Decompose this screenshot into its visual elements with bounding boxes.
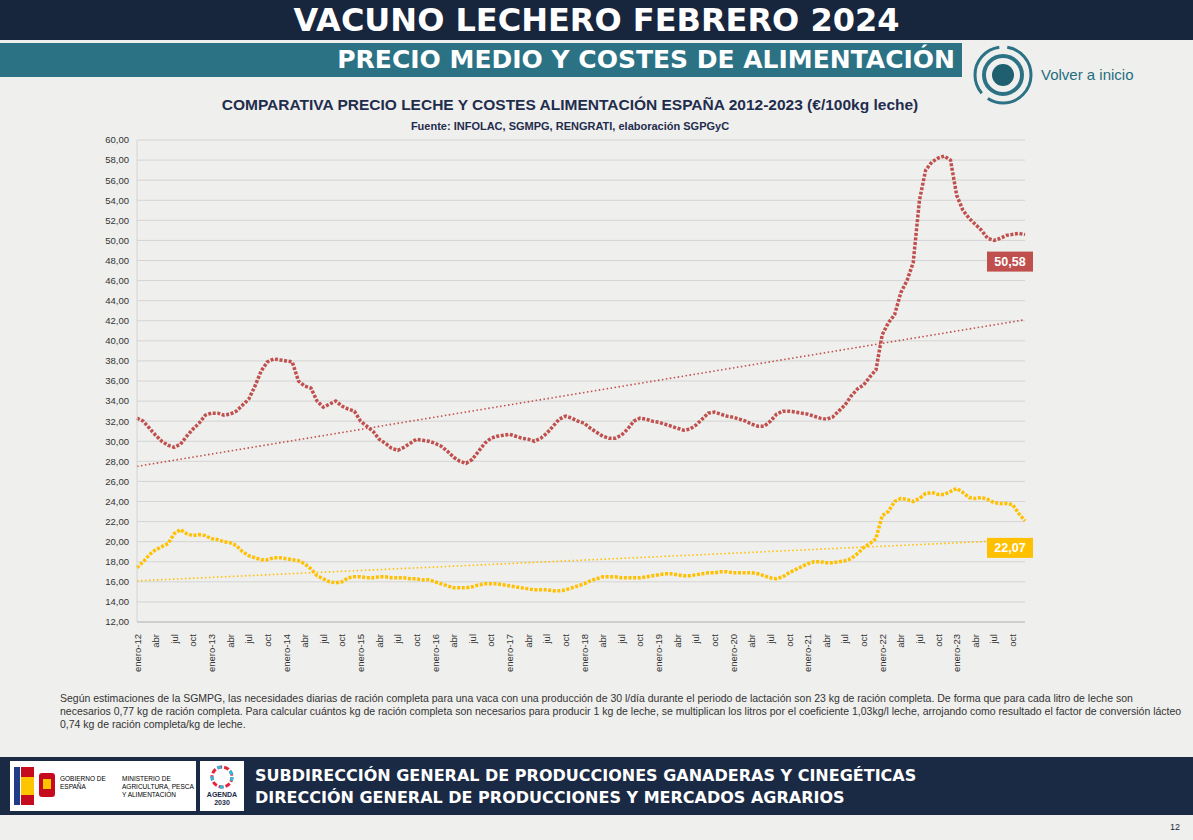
svg-text:jul: jul	[839, 634, 850, 645]
svg-text:oct: oct	[858, 634, 869, 647]
svg-text:oct: oct	[784, 634, 795, 647]
svg-text:50,00: 50,00	[105, 235, 129, 246]
svg-text:enero-20: enero-20	[728, 634, 739, 672]
html-text:GOBIERNO DE ESPAÑA: GOBIERNO DE ESPAÑA	[60, 775, 106, 790]
svg-text:52,00: 52,00	[105, 215, 129, 226]
svg-text:jul: jul	[467, 634, 478, 645]
svg-text:jul: jul	[765, 634, 776, 645]
svg-text:60,00: 60,00	[105, 134, 129, 145]
svg-text:32,00: 32,00	[105, 416, 129, 427]
svg-text:enero-18: enero-18	[579, 634, 590, 672]
svg-text:abr: abr	[746, 634, 757, 648]
svg-text:46,00: 46,00	[105, 275, 129, 286]
svg-text:oct: oct	[485, 634, 496, 647]
svg-text:oct: oct	[262, 634, 273, 647]
svg-text:jul: jul	[318, 634, 329, 645]
svg-text:jul: jul	[988, 634, 999, 645]
svg-text:oct: oct	[1007, 634, 1018, 647]
svg-text:abr: abr	[970, 634, 981, 648]
svg-text:24,00: 24,00	[105, 496, 129, 507]
svg-text:oct: oct	[933, 634, 944, 647]
svg-text:abr: abr	[821, 634, 832, 648]
svg-text:jul: jul	[169, 634, 180, 645]
svg-text:36,00: 36,00	[105, 375, 129, 386]
svg-text:jul: jul	[392, 634, 403, 645]
svg-text:oct: oct	[187, 634, 198, 647]
svg-text:jul: jul	[243, 634, 254, 645]
svg-text:abr: abr	[374, 634, 385, 648]
html-text:Volver a inicio: Volver a inicio	[1041, 66, 1134, 83]
svg-text:28,00: 28,00	[105, 456, 129, 467]
svg-text:oct: oct	[634, 634, 645, 647]
svg-text:oct: oct	[560, 634, 571, 647]
svg-text:oct: oct	[709, 634, 720, 647]
svg-text:jul: jul	[616, 634, 627, 645]
html-text:DIRECCIÓN GENERAL DE PRODUCCIO: DIRECCIÓN GENERAL DE PRODUCCIONES Y MERC…	[255, 788, 845, 807]
svg-text:58,00: 58,00	[105, 154, 129, 165]
svg-text:26,00: 26,00	[105, 476, 129, 487]
svg-text:enero-12: enero-12	[132, 634, 143, 672]
svg-text:40,00: 40,00	[105, 335, 129, 346]
svg-text:oct: oct	[336, 634, 347, 647]
svg-text:abr: abr	[150, 634, 161, 648]
svg-text:enero-14: enero-14	[281, 634, 292, 672]
svg-text:enero-21: enero-21	[802, 634, 813, 672]
svg-text:enero-22: enero-22	[877, 634, 888, 672]
html-text:Según estimaciones de la SGMPG: Según estimaciones de la SGMPG, las nece…	[60, 692, 1182, 730]
html-text:MINISTERIO DE AGRICULTURA, PES: MINISTERIO DE AGRICULTURA, PESCA Y ALIME…	[122, 775, 194, 798]
svg-text:abr: abr	[597, 634, 608, 648]
svg-text:20,00: 20,00	[105, 536, 129, 547]
svg-text:18,00: 18,00	[105, 556, 129, 567]
svg-text:22,00: 22,00	[105, 516, 129, 527]
svg-text:enero-23: enero-23	[951, 634, 962, 672]
svg-text:jul: jul	[690, 634, 701, 645]
svg-text:abr: abr	[225, 634, 236, 648]
svg-text:abr: abr	[299, 634, 310, 648]
svg-text:16,00: 16,00	[105, 576, 129, 587]
svg-text:38,00: 38,00	[105, 355, 129, 366]
svg-text:44,00: 44,00	[105, 295, 129, 306]
svg-text:enero-15: enero-15	[355, 634, 366, 672]
svg-text:30,00: 30,00	[105, 436, 129, 447]
html-text:12: 12	[1170, 822, 1180, 832]
html-text:PRECIO MEDIO Y COSTES DE ALIME: PRECIO MEDIO Y COSTES DE ALIMENTACIÓN	[337, 45, 955, 74]
svg-text:50,58: 50,58	[994, 255, 1025, 269]
html-text:SUBDIRECCIÓN GENERAL DE PRODUC: SUBDIRECCIÓN GENERAL DE PRODUCCIONES GAN…	[255, 766, 917, 785]
html-text:VACUNO LECHERO FEBRERO 2024: VACUNO LECHERO FEBRERO 2024	[293, 1, 900, 39]
svg-text:12,00: 12,00	[105, 616, 129, 627]
svg-text:jul: jul	[541, 634, 552, 645]
svg-text:enero-19: enero-19	[653, 634, 664, 672]
svg-text:54,00: 54,00	[105, 195, 129, 206]
svg-text:22,07: 22,07	[994, 541, 1025, 555]
html-text:COMPARATIVA PRECIO LECHE Y COS: COMPARATIVA PRECIO LECHE Y COSTES ALIMEN…	[221, 96, 919, 113]
svg-text:enero-17: enero-17	[504, 634, 515, 672]
svg-text:14,00: 14,00	[105, 596, 129, 607]
svg-text:enero-13: enero-13	[206, 634, 217, 672]
svg-text:abr: abr	[895, 634, 906, 648]
html-text:Fuente: INFOLAC, SGMPG, RENGRA: Fuente: INFOLAC, SGMPG, RENGRATI, elabor…	[410, 120, 730, 132]
svg-text:42,00: 42,00	[105, 315, 129, 326]
svg-text:jul: jul	[914, 634, 925, 645]
svg-text:abr: abr	[672, 634, 683, 648]
svg-text:48,00: 48,00	[105, 255, 129, 266]
svg-text:56,00: 56,00	[105, 175, 129, 186]
svg-text:abr: abr	[448, 634, 459, 648]
svg-text:enero-16: enero-16	[430, 634, 441, 672]
svg-text:abr: abr	[523, 634, 534, 648]
svg-text:oct: oct	[411, 634, 422, 647]
html-text:AGENDA 2030: AGENDA 2030	[206, 791, 238, 806]
svg-text:34,00: 34,00	[105, 395, 129, 406]
